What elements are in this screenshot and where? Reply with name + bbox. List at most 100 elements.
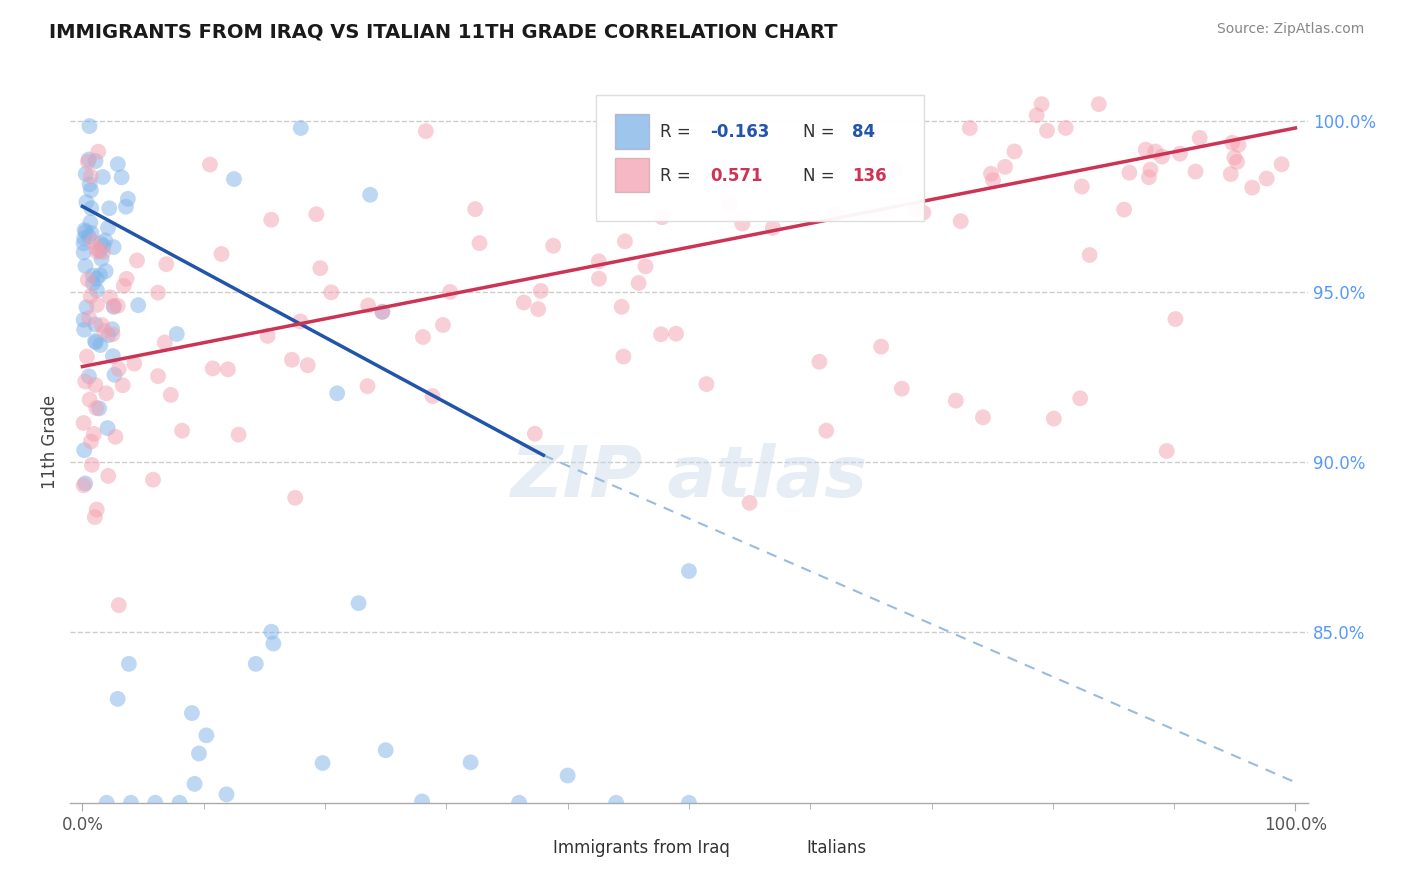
Point	[93, 239, 115, 253]
Point	[86, 283, 108, 297]
Point	[1223, 151, 1246, 165]
Point	[79, 289, 101, 303]
Point	[1031, 97, 1053, 112]
Point	[1184, 164, 1206, 178]
Point	[155, 257, 177, 271]
Point	[73, 231, 96, 245]
Point	[1144, 145, 1167, 159]
Text: 84: 84	[852, 123, 876, 141]
Point	[86, 298, 108, 312]
Point	[108, 598, 131, 612]
Point	[605, 796, 627, 810]
Point	[169, 796, 191, 810]
Point	[415, 124, 437, 138]
Point	[97, 328, 120, 343]
Point	[98, 290, 121, 304]
Point	[107, 299, 129, 313]
Point	[115, 200, 138, 214]
Point	[79, 178, 101, 192]
Point	[1220, 136, 1243, 150]
Text: Source: ZipAtlas.com: Source: ZipAtlas.com	[1216, 22, 1364, 37]
Point	[281, 352, 304, 367]
Text: 0.571: 0.571	[710, 167, 762, 185]
Point	[527, 302, 550, 317]
Point	[103, 368, 125, 382]
Point	[97, 421, 120, 435]
Point	[84, 401, 107, 416]
Point	[1164, 312, 1187, 326]
Point	[588, 254, 610, 268]
Text: R =: R =	[661, 167, 696, 185]
Point	[256, 329, 278, 343]
Point	[432, 318, 454, 332]
Text: -0.163: -0.163	[710, 123, 769, 141]
Point	[76, 154, 98, 169]
Point	[1227, 137, 1250, 152]
Point	[75, 225, 97, 239]
Point	[97, 221, 120, 235]
Point	[90, 236, 112, 251]
Point	[80, 183, 103, 197]
Point	[118, 657, 141, 671]
Point	[79, 119, 101, 133]
Point	[101, 327, 124, 342]
Point	[73, 443, 96, 458]
Point	[1070, 179, 1092, 194]
Point	[111, 378, 134, 392]
Point	[120, 796, 142, 810]
Point	[245, 657, 267, 671]
Point	[91, 244, 114, 259]
Point	[1078, 248, 1101, 262]
Point	[422, 389, 444, 403]
Point	[195, 728, 218, 742]
Point	[309, 261, 332, 276]
Text: IMMIGRANTS FROM IRAQ VS ITALIAN 11TH GRADE CORRELATION CHART: IMMIGRANTS FROM IRAQ VS ITALIAN 11TH GRA…	[49, 22, 838, 41]
FancyBboxPatch shape	[614, 114, 650, 149]
Point	[870, 340, 893, 354]
Point	[1150, 149, 1173, 163]
FancyBboxPatch shape	[596, 95, 924, 221]
Point	[86, 244, 108, 259]
Point	[297, 358, 319, 372]
Point	[75, 476, 97, 491]
Point	[166, 326, 188, 341]
Point	[112, 278, 135, 293]
Point	[981, 173, 1004, 187]
Point	[1004, 145, 1026, 159]
Point	[374, 743, 396, 757]
Point	[90, 318, 112, 332]
Point	[96, 796, 118, 810]
Point	[172, 424, 194, 438]
Point	[93, 324, 115, 338]
Point	[1241, 180, 1264, 194]
Point	[107, 157, 129, 171]
Point	[1054, 120, 1077, 135]
FancyBboxPatch shape	[516, 833, 543, 861]
Point	[72, 313, 94, 327]
Point	[610, 300, 633, 314]
Point	[103, 299, 125, 313]
Point	[627, 276, 650, 290]
Point	[107, 362, 129, 376]
Point	[110, 170, 132, 185]
Point	[89, 338, 111, 352]
Point	[1135, 143, 1157, 157]
Point	[260, 624, 283, 639]
Point	[75, 195, 97, 210]
Point	[305, 207, 328, 221]
Point	[201, 361, 224, 376]
Point	[146, 285, 169, 300]
Point	[89, 401, 111, 416]
Point	[211, 247, 233, 261]
Point	[530, 284, 553, 298]
Point	[811, 120, 834, 135]
Point	[84, 154, 107, 169]
Point	[972, 410, 994, 425]
Point	[82, 268, 104, 283]
Point	[371, 304, 394, 318]
Point	[262, 636, 284, 650]
Point	[183, 777, 205, 791]
Point	[228, 427, 250, 442]
Point	[117, 192, 139, 206]
Point	[1271, 157, 1294, 171]
